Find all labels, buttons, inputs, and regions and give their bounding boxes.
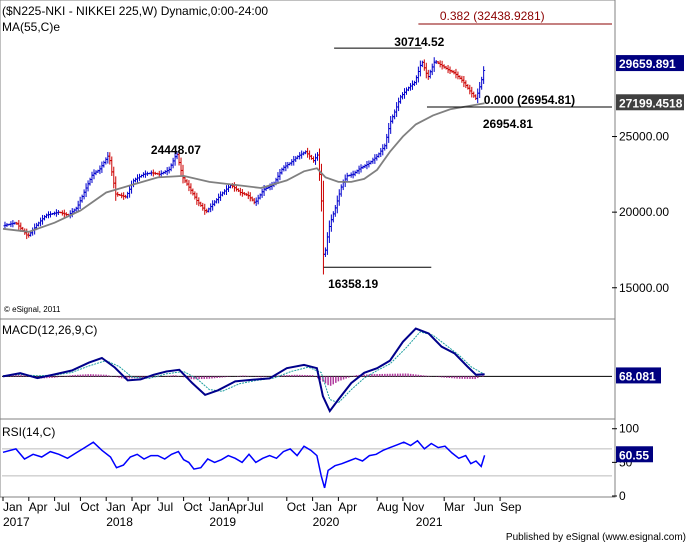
macd-tag-bg bbox=[616, 367, 661, 384]
x-tick-label: Jul bbox=[158, 500, 173, 514]
rsi-panel bbox=[0, 418, 616, 498]
x-tick-label: Apr bbox=[338, 500, 357, 514]
macd-line bbox=[2, 327, 485, 414]
x-tick-label: Sep bbox=[500, 500, 522, 514]
x-tick-label: Jan bbox=[3, 500, 22, 514]
macd-signal-line bbox=[2, 331, 485, 404]
publisher-footer: Published by eSignal (www.esignal.com) bbox=[506, 532, 686, 543]
x-tick-label: Oct bbox=[184, 500, 203, 514]
x-tick-label: Oct bbox=[80, 500, 99, 514]
x-tick-label: Nov bbox=[403, 500, 424, 514]
x-tick-label: Oct bbox=[287, 500, 306, 514]
last-price-tag: 27199.4518 bbox=[619, 96, 683, 110]
fib-0382-label: 0.382 (32438.9281) bbox=[440, 9, 545, 23]
esignal-watermark: © eSignal, 2011 bbox=[4, 305, 61, 314]
rsi-ytick-label: 0 bbox=[619, 489, 626, 503]
macd-panel-title: MACD(12,26,9,C) bbox=[2, 323, 97, 337]
macd-panel bbox=[0, 318, 616, 420]
year-label: 2021 bbox=[416, 515, 443, 529]
last-price-tag-bg bbox=[616, 94, 684, 111]
x-tick-label: Jan bbox=[313, 500, 332, 514]
price-ytick-label: 20000.00 bbox=[619, 205, 669, 219]
rsi-line bbox=[2, 439, 486, 489]
x-tick-label: Jun bbox=[474, 500, 493, 514]
prior-high-label: 24448.07 bbox=[151, 143, 201, 157]
x-tick-label: Jul bbox=[248, 500, 263, 514]
macd-last-tag: 68.081 bbox=[619, 369, 656, 383]
x-tick-label: Jul bbox=[55, 500, 70, 514]
x-tick-label: Aug bbox=[377, 500, 398, 514]
price-panel-title: ($N225-NKI - NIKKEI 225,W) Dynamic,0:00-… bbox=[2, 4, 268, 18]
x-tick-label: Jan bbox=[209, 500, 228, 514]
ma-legend: MA(55,C)e bbox=[2, 20, 60, 34]
x-tick-label: Apr bbox=[132, 500, 151, 514]
ma55-line bbox=[2, 102, 485, 233]
rsi-panel-title: RSI(14,C) bbox=[2, 425, 55, 439]
year-label: 2020 bbox=[313, 515, 340, 529]
high-label: 30714.52 bbox=[394, 35, 444, 49]
last-price-tag-bg bbox=[616, 55, 684, 72]
x-tick-label: Jan bbox=[106, 500, 125, 514]
x-tick-label: Apr bbox=[228, 500, 247, 514]
price-panel bbox=[0, 0, 616, 320]
rsi-last-tag: 60.55 bbox=[619, 448, 649, 462]
last-price-tag: 29659.891 bbox=[619, 57, 676, 71]
covid-low-label: 16358.19 bbox=[328, 277, 378, 291]
year-label: 2018 bbox=[106, 515, 133, 529]
x-tick-label: Apr bbox=[29, 500, 48, 514]
price-ytick-label: 25000.00 bbox=[619, 130, 669, 144]
support-label: 26954.81 bbox=[483, 117, 533, 131]
fib-0000-label: 0.000 (26954.81) bbox=[484, 93, 575, 107]
price-ytick-label: 15000.00 bbox=[619, 281, 669, 295]
rsi-ytick-label: 100 bbox=[619, 422, 639, 436]
year-label: 2019 bbox=[209, 515, 236, 529]
rsi-tag-bg bbox=[616, 446, 653, 463]
x-tick-label: Mar bbox=[444, 500, 465, 514]
year-label: 2017 bbox=[3, 515, 30, 529]
